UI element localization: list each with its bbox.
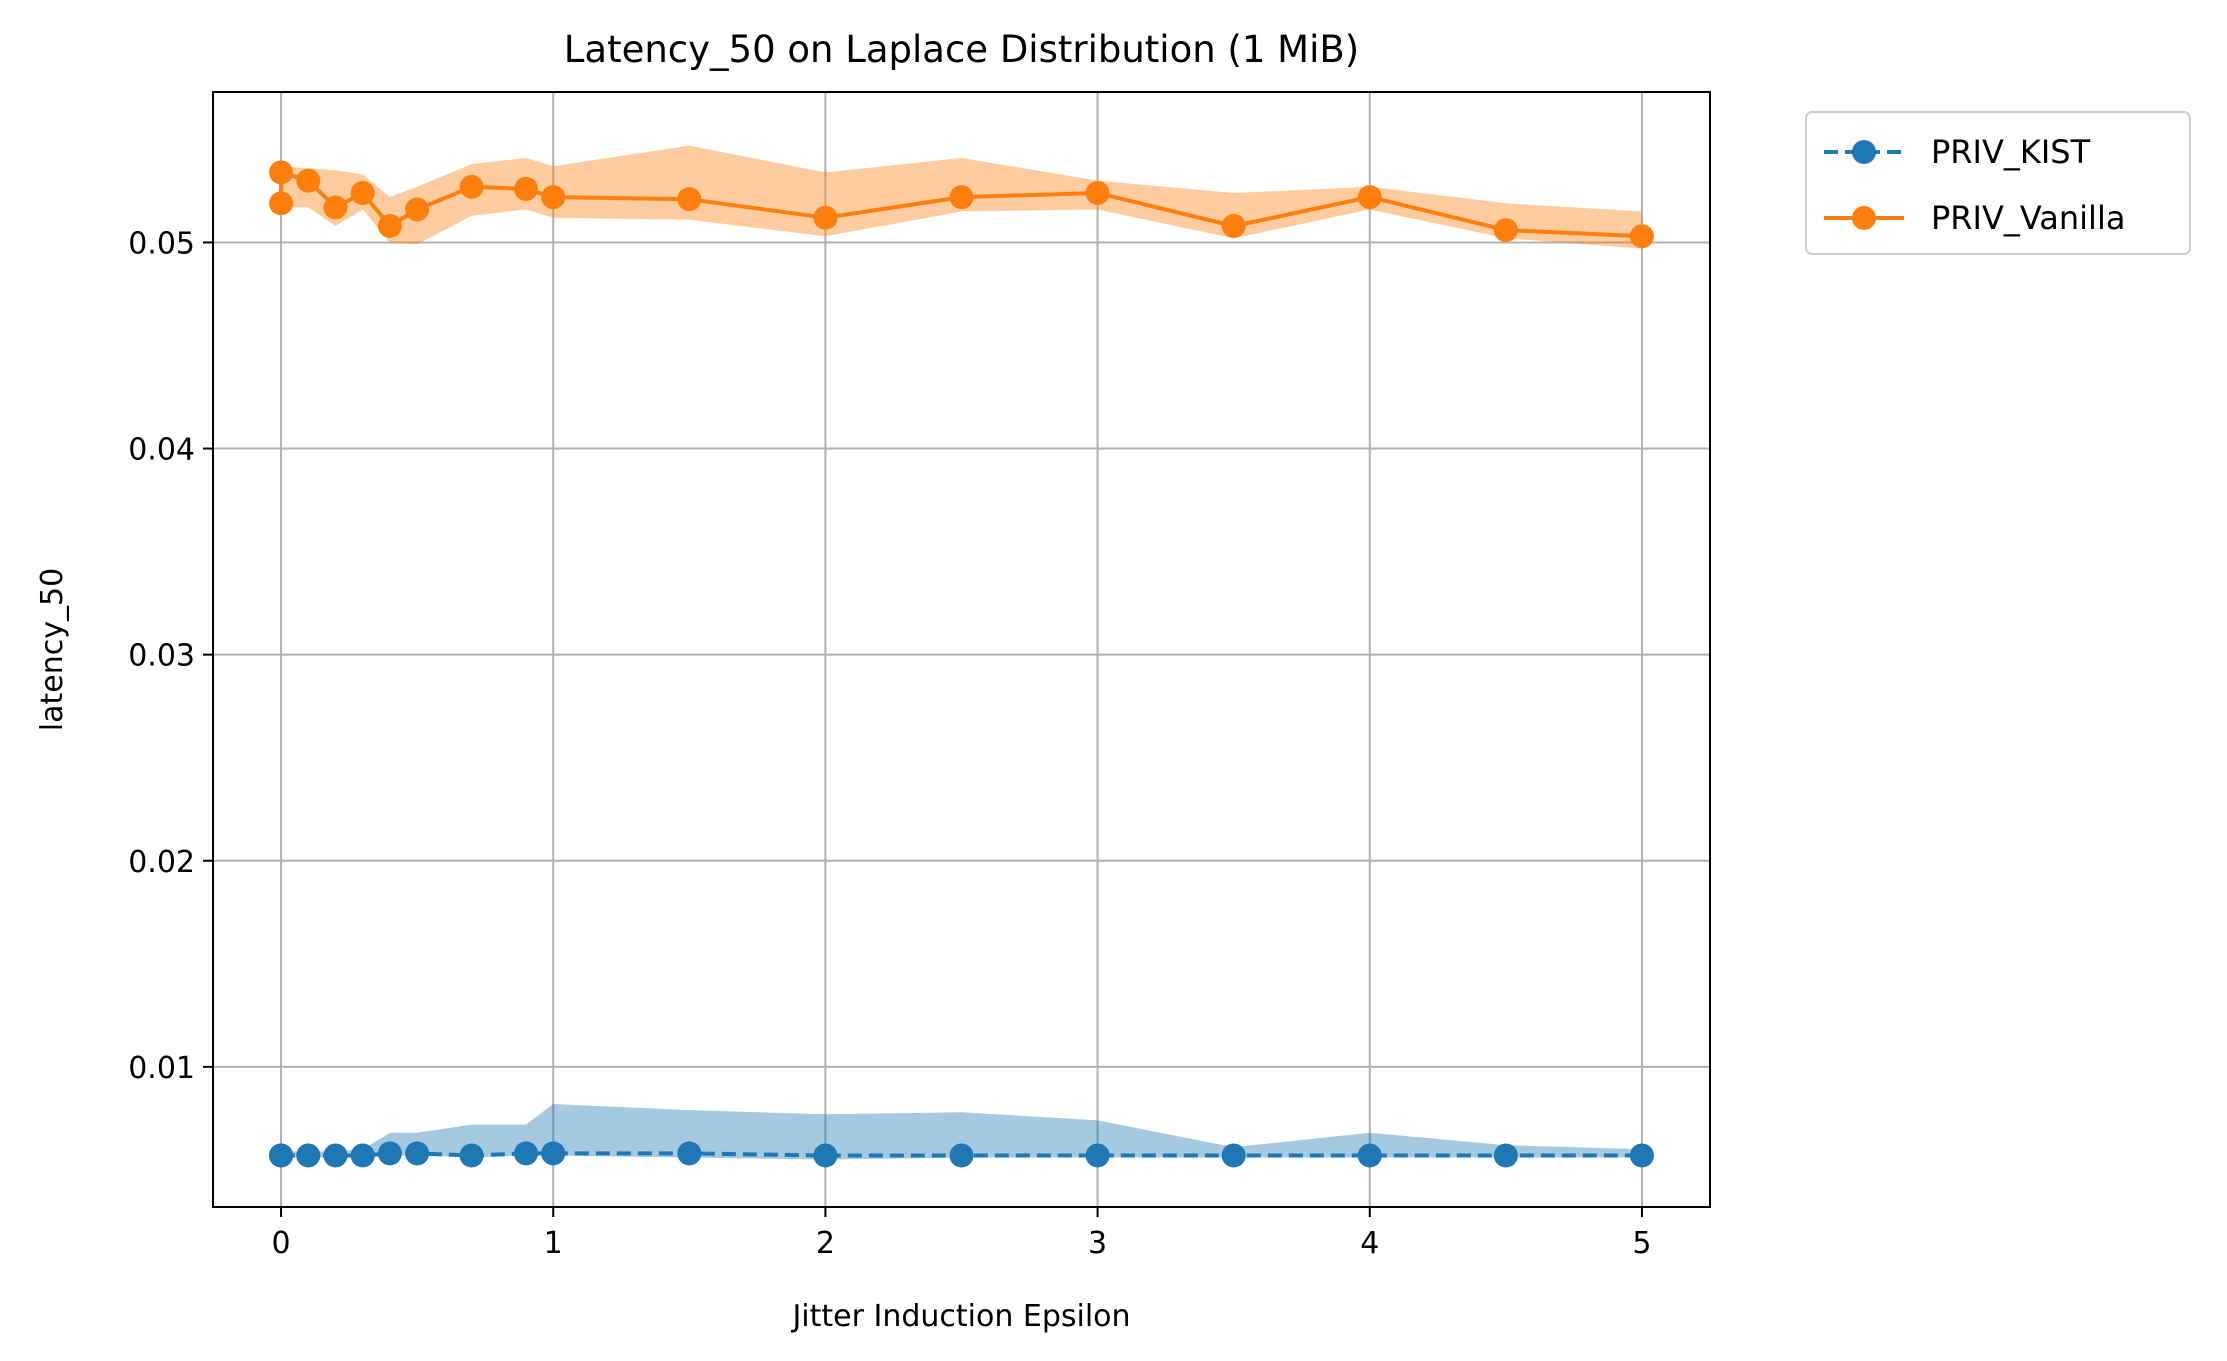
point-priv-vanilla (813, 205, 838, 230)
x-tick-label: 1 (544, 1226, 563, 1261)
y-tick-label: 0.04 (128, 433, 195, 468)
y-tick-label: 0.01 (128, 1051, 195, 1086)
point-priv-vanilla (269, 191, 294, 216)
point-priv-kist (323, 1143, 348, 1168)
x-tick-label: 2 (816, 1226, 835, 1261)
point-priv-vanilla (1629, 224, 1654, 249)
point-priv-kist (269, 1143, 294, 1168)
point-priv-kist (405, 1141, 430, 1166)
y-axis-title: latency_50 (35, 568, 70, 731)
point-priv-kist (949, 1143, 974, 1168)
point-priv-vanilla (269, 160, 294, 185)
y-tick-label: 0.03 (128, 639, 195, 674)
grid (213, 92, 1710, 1207)
point-priv-vanilla (296, 168, 321, 193)
point-priv-kist (813, 1143, 838, 1168)
point-priv-vanilla (1357, 185, 1382, 210)
point-priv-vanilla (677, 187, 702, 212)
point-priv-kist (1357, 1143, 1382, 1168)
point-priv-kist (377, 1141, 402, 1166)
axis-ticks: 0 1 2 3 4 5 0.01 0.02 0.03 0.04 0.05 (128, 226, 1651, 1261)
x-tick-label: 0 (271, 1226, 290, 1261)
point-priv-kist (350, 1143, 375, 1168)
point-priv-kist (541, 1141, 566, 1166)
point-priv-vanilla (459, 174, 484, 199)
legend-marker-priv-kist (1852, 140, 1876, 164)
y-tick-label: 0.05 (128, 226, 195, 261)
point-priv-kist (1493, 1143, 1518, 1168)
point-priv-kist (1085, 1143, 1110, 1168)
point-priv-kist (677, 1141, 702, 1166)
legend-label-priv-vanilla: PRIV_Vanilla (1931, 199, 2125, 237)
legend-label-priv-kist: PRIV_KIST (1931, 133, 2091, 171)
point-priv-vanilla (949, 185, 974, 210)
point-priv-vanilla (1085, 180, 1110, 205)
point-priv-vanilla (323, 195, 348, 220)
point-priv-vanilla (377, 213, 402, 238)
point-priv-vanilla (405, 197, 430, 222)
point-priv-vanilla (350, 180, 375, 205)
plot-area-frame (212, 91, 1711, 1208)
x-axis-title: Jitter Induction Epsilon (790, 1299, 1130, 1334)
point-priv-vanilla (1221, 213, 1246, 238)
x-tick-label: 3 (1088, 1226, 1107, 1261)
y-tick-label: 0.02 (128, 845, 195, 880)
point-priv-vanilla (1493, 218, 1518, 243)
series-markers (269, 160, 1654, 1168)
x-tick-label: 5 (1632, 1226, 1651, 1261)
point-priv-kist (1629, 1143, 1654, 1168)
point-priv-kist (1221, 1143, 1246, 1168)
point-priv-vanilla (541, 185, 566, 210)
legend-marker-priv-vanilla (1852, 206, 1876, 230)
chart-title: Latency_50 on Laplace Distribution (1 Mi… (564, 28, 1359, 71)
band-priv-kist (281, 1104, 1642, 1160)
point-priv-vanilla (514, 176, 539, 201)
point-priv-kist (514, 1141, 539, 1166)
point-priv-kist (296, 1143, 321, 1168)
point-priv-kist (459, 1143, 484, 1168)
legend: PRIV_KIST PRIV_Vanilla (1805, 111, 2191, 255)
x-tick-label: 4 (1360, 1226, 1379, 1261)
